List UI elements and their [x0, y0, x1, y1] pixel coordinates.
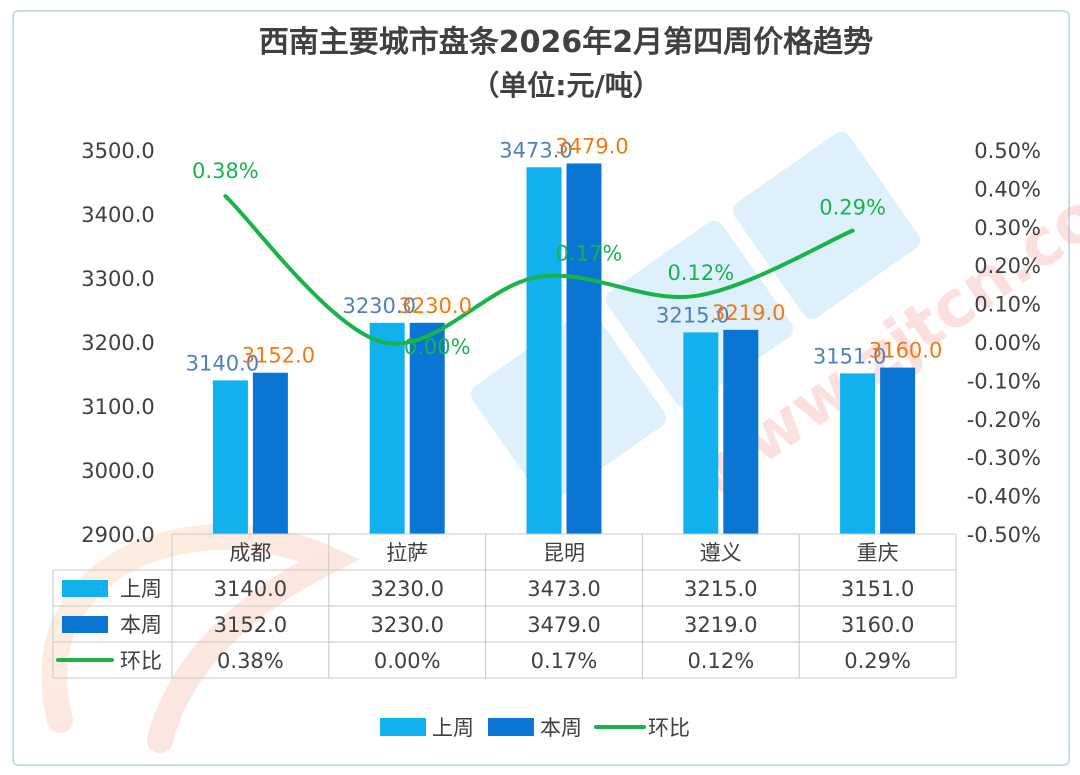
- data-labels: 3140.0 3230.0 3473.0 3215.0 3151.0 3152.0 3230…: [186, 134, 943, 375]
- left-tick-label: 2900.0: [81, 523, 154, 547]
- category-label: 拉萨: [386, 541, 428, 565]
- table-cell: 3479.0: [527, 613, 600, 637]
- right-tick-label: -0.30%: [967, 446, 1041, 470]
- table-cell: 3160.0: [841, 613, 914, 637]
- table-cell: 3473.0: [527, 577, 600, 601]
- table-cell: 3219.0: [684, 613, 757, 637]
- bar-data-label: 3230.0: [342, 294, 415, 318]
- table-row-label: 环比: [120, 649, 162, 673]
- right-tick-label: -0.50%: [967, 523, 1041, 547]
- left-tick-label: 3000.0: [81, 459, 154, 483]
- category-label: 遵义: [700, 541, 742, 565]
- bar-data-label: 3230.0: [398, 294, 471, 318]
- bar-last-week: [526, 167, 562, 534]
- table-cell: 3151.0: [841, 577, 914, 601]
- table-cell: 3152.0: [214, 613, 287, 637]
- legend-label: 环比: [648, 716, 690, 740]
- left-tick-label: 3100.0: [81, 395, 154, 419]
- bar-data-label: 3219.0: [712, 301, 785, 325]
- chart-frame: [12, 10, 1070, 766]
- legend-label: 上周: [432, 716, 474, 740]
- table-legend-key: [62, 616, 108, 633]
- bar-this-week: [566, 163, 602, 534]
- table-cell: 3215.0: [684, 577, 757, 601]
- table-legend-key: [62, 580, 108, 597]
- right-tick-label: -0.40%: [967, 485, 1041, 509]
- ratio-line-path: [223, 194, 855, 346]
- bar-this-week: [252, 372, 288, 534]
- ratio-data-label: 0.38%: [192, 159, 259, 183]
- right-tick-label: 0.10%: [974, 293, 1041, 317]
- right-tick-label: 0.40%: [974, 177, 1041, 201]
- legend-key: [488, 718, 534, 736]
- bar-data-label: 3152.0: [242, 344, 315, 368]
- legend-key: [380, 718, 426, 736]
- table-cell: 0.12%: [687, 649, 754, 673]
- table-row-label: 本周: [120, 613, 162, 637]
- legend: 上周 本周 环比: [380, 716, 690, 740]
- bar-data-label: 3479.0: [555, 134, 628, 158]
- bar-last-week: [840, 373, 876, 534]
- bar-data-label: 3140.0: [186, 351, 259, 375]
- bar-this-week: [409, 322, 445, 534]
- right-tick-label: 0.30%: [974, 216, 1041, 240]
- left-tick-label: 3400.0: [81, 203, 154, 227]
- category-label: 昆明: [543, 541, 585, 565]
- bars: [212, 163, 916, 534]
- table-cell: 0.29%: [844, 649, 911, 673]
- category-label: 成都: [229, 541, 271, 565]
- bar-data-label: 3160.0: [869, 339, 942, 363]
- right-axis-ticks: -0.50% -0.40% -0.30% -0.20% -0.10% 0.00% 0.10%…: [967, 139, 1041, 547]
- bar-data-label: 3473.0: [499, 138, 572, 162]
- right-tick-label: -0.20%: [967, 408, 1041, 432]
- left-tick-label: 3200.0: [81, 331, 154, 355]
- ratio-data-label: 0.00%: [404, 335, 471, 359]
- table-cell: 0.00%: [374, 649, 441, 673]
- bar-this-week: [880, 367, 916, 534]
- right-tick-label: 0.50%: [974, 139, 1041, 163]
- ratio-data-label: 0.29%: [819, 196, 886, 220]
- bar-last-week: [212, 380, 248, 534]
- right-tick-label: 0.20%: [974, 254, 1041, 278]
- legend-label: 本周: [540, 716, 582, 740]
- right-tick-label: 0.00%: [974, 331, 1041, 355]
- bar-data-label: 3151.0: [813, 344, 886, 368]
- ratio-data-label: 0.12%: [667, 261, 734, 285]
- table-cell: 3230.0: [370, 577, 443, 601]
- table-cell: 0.38%: [217, 649, 284, 673]
- category-label: 重庆: [857, 541, 899, 565]
- table-row-label: 上周: [120, 577, 162, 601]
- right-tick-label: -0.10%: [967, 369, 1041, 393]
- left-tick-label: 3500.0: [81, 139, 154, 163]
- ratio-line: [223, 194, 855, 346]
- bar-data-label: 3215.0: [656, 303, 729, 327]
- left-tick-label: 3300.0: [81, 267, 154, 291]
- left-axis-ticks: 2900.0 3000.0 3100.0 3200.0 3300.0 3400.0 3500…: [81, 139, 154, 547]
- bar-this-week: [723, 329, 759, 534]
- chart-title: 西南主要城市盘条2026年2月第四周价格趋势: [259, 25, 873, 60]
- bar-last-week: [683, 332, 719, 534]
- table-cell: 3230.0: [370, 613, 443, 637]
- ratio-data-label: 0.17%: [556, 242, 623, 266]
- table-cell: 0.17%: [531, 649, 598, 673]
- chart-subtitle: （单位:元/吨）: [471, 69, 660, 102]
- table-cell: 3140.0: [214, 577, 287, 601]
- bar-last-week: [369, 322, 405, 534]
